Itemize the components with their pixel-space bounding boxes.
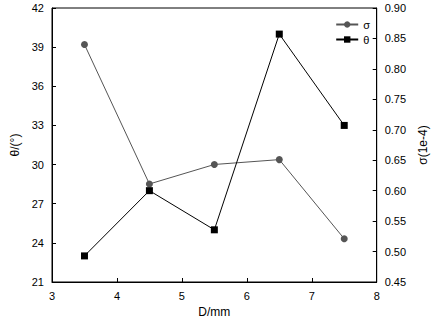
svg-text:0.70: 0.70 <box>385 124 406 136</box>
svg-text:5: 5 <box>179 290 185 302</box>
svg-text:0.55: 0.55 <box>385 215 406 227</box>
svg-text:30: 30 <box>32 159 44 171</box>
svg-text:0.80: 0.80 <box>385 63 406 75</box>
svg-text:0.60: 0.60 <box>385 185 406 197</box>
svg-text:6: 6 <box>244 290 250 302</box>
svg-text:0.65: 0.65 <box>385 154 406 166</box>
svg-text:0.90: 0.90 <box>385 2 406 14</box>
svg-text:36: 36 <box>32 80 44 92</box>
svg-text:θ: θ <box>363 34 369 46</box>
svg-text:7: 7 <box>309 290 315 302</box>
svg-text:4: 4 <box>114 290 120 302</box>
svg-text:27: 27 <box>32 198 44 210</box>
svg-text:39: 39 <box>32 41 44 53</box>
svg-text:3: 3 <box>49 290 55 302</box>
svg-text:σ: σ <box>363 19 370 31</box>
svg-text:0.75: 0.75 <box>385 93 406 105</box>
svg-text:0.50: 0.50 <box>385 246 406 258</box>
svg-text:24: 24 <box>32 237 44 249</box>
svg-text:θ/(°): θ/(°) <box>8 134 22 157</box>
svg-text:0.45: 0.45 <box>385 276 406 288</box>
svg-text:σ(1e-4): σ(1e-4) <box>416 125 430 164</box>
svg-text:D/mm: D/mm <box>198 305 230 319</box>
svg-text:0.85: 0.85 <box>385 32 406 44</box>
svg-text:33: 33 <box>32 119 44 131</box>
svg-text:42: 42 <box>32 2 44 14</box>
svg-text:21: 21 <box>32 276 44 288</box>
svg-text:8: 8 <box>374 290 380 302</box>
